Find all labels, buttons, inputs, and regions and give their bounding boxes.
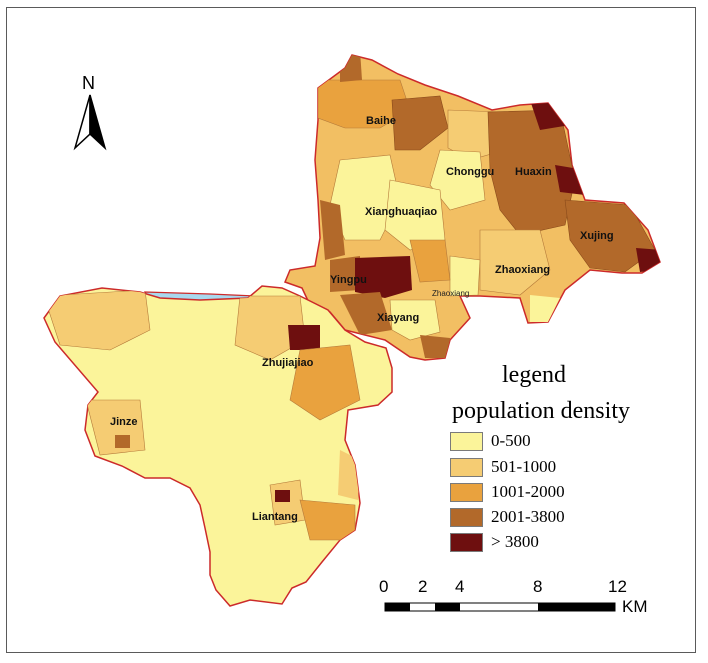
legend-swatch [450,532,483,552]
scale-bar [384,602,616,612]
legend-label: 1001-2000 [491,482,565,501]
town-label-baihe: Baihe [366,115,396,127]
town-label-xiayang: Xiayang [377,312,419,324]
legend-item: 0-500 [450,430,531,452]
town-label-liantang: Liantang [252,511,298,523]
legend-subtitle: population density [452,398,630,424]
scale-tick-label: 2 [418,577,428,596]
legend-item: 1001-2000 [450,481,565,503]
legend-title: legend [502,362,566,388]
legend-label: 501-1000 [491,457,557,476]
north-label: N [82,73,95,93]
town-label-zhujiajiao: Zhujiajiao [262,357,314,369]
town-label-zhaoxiang-small: Zhaoxiang [432,289,469,298]
town-label-xianghuaqiao: Xianghuaqiao [365,206,437,218]
legend-label: 0-500 [491,431,531,450]
legend-swatch [450,507,483,527]
town-label-chonggu: Chonggu [446,166,494,178]
legend-swatch [450,482,483,502]
scale-tick-label: 12 [608,577,627,596]
legend-swatch [450,457,483,477]
town-label-zhaoxiang: Zhaoxiang [495,264,550,276]
legend-swatch [450,431,483,451]
scale-tick-label: 0 [379,577,389,596]
town-label-huaxin: Huaxin [515,166,552,178]
scale-unit-label: KM [622,597,648,616]
legend-item: 501-1000 [450,456,556,478]
scale-tick-label: 8 [533,577,543,596]
southwest-density-patches [44,289,361,541]
north-arrow-icon [73,94,107,151]
town-label-jinze: Jinze [110,416,138,428]
legend-item: > 3800 [450,531,539,553]
town-label-xujing: Xujing [580,230,614,242]
scale-tick-label: 4 [455,577,465,596]
town-label-yingpu: Yingpu [330,274,367,286]
legend-label: 2001-3800 [491,507,565,526]
northeast-density-patches [317,55,660,358]
legend-item: 2001-3800 [450,506,565,528]
legend-label: > 3800 [491,532,539,551]
